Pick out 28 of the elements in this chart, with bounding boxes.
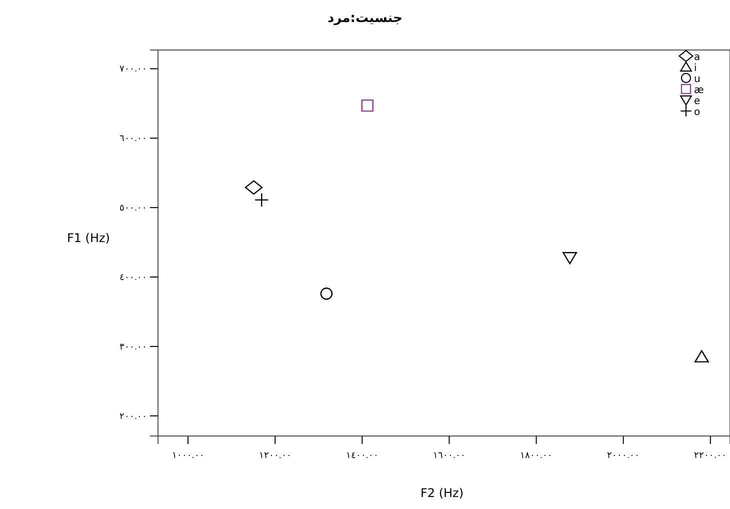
y-tick-label: ٤٠٠.٠٠: [119, 272, 147, 282]
y-tick-label: ٥٠٠.٠٠: [119, 202, 147, 212]
x-tick-label: ٢٠٠٠.٠٠: [607, 450, 640, 460]
y-tick-label: ٦٠٠.٠٠: [119, 133, 147, 144]
point: [694, 350, 709, 362]
legend-label: u: [694, 74, 700, 85]
y-tick-label: ٣٠٠.٠٠: [119, 341, 147, 352]
x-axis-title: F2 (Hz): [420, 486, 464, 500]
point: [361, 99, 374, 112]
point: [320, 288, 333, 300]
x-tick-label: ١٠٠٠.٠٠: [172, 450, 204, 460]
y-tick-label: ٧٠٠.٠٠: [119, 64, 147, 74]
x-tick-label: ٢٢٠٠.٠٠: [694, 450, 727, 460]
x-tick-label: ١٢٠٠.٠٠: [258, 450, 292, 460]
y-tick-label: ٢٠٠.٠٠: [119, 410, 147, 421]
x-tick-label: ١٦٠٠.٠٠: [432, 450, 466, 460]
point: [244, 180, 263, 195]
legend-label: æ: [694, 85, 704, 96]
x-tick-label: ١٨٠٠.٠٠: [520, 450, 553, 460]
y-axis-title: F1 (Hz): [66, 231, 110, 245]
x-tick-label: ١٤٠٠.٠٠: [346, 450, 378, 460]
legend-label: a: [694, 52, 700, 63]
legend-label: e: [694, 96, 700, 107]
legend-label: i: [694, 63, 697, 74]
point: [562, 252, 578, 264]
point: [254, 192, 269, 208]
chart-title: جنسیت:مرد: [328, 11, 402, 26]
legend-label: o: [694, 107, 700, 118]
